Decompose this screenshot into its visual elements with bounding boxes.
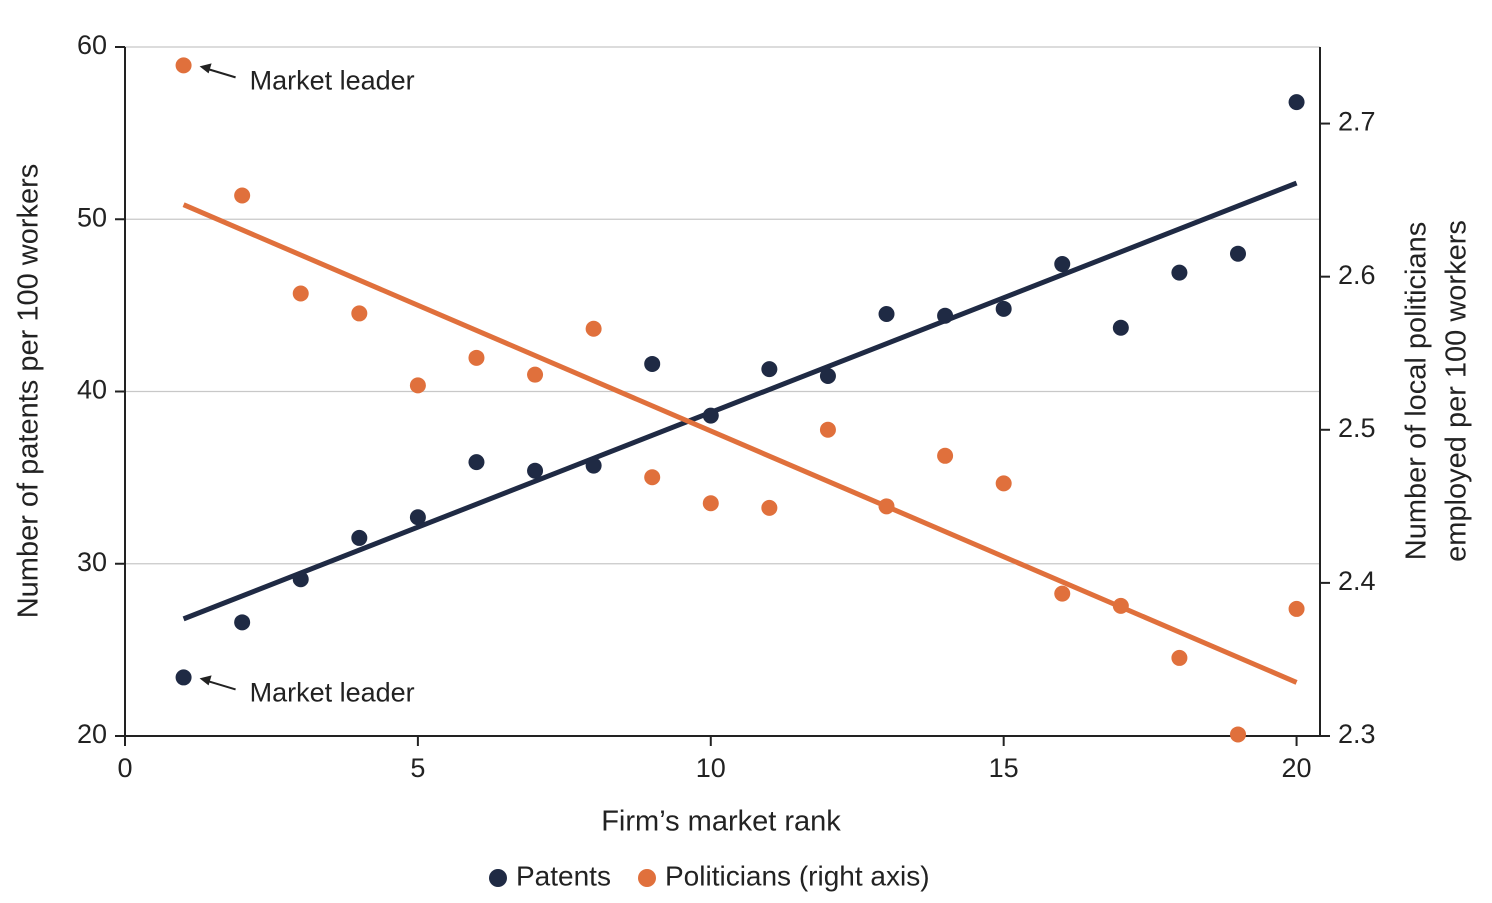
data-point [527,462,544,479]
x-tick-label: 0 [117,753,132,783]
data-point [1112,319,1129,336]
data-point [234,187,251,204]
legend-label: Patents [516,860,611,891]
x-axis-label: Firm’s market rank [601,806,841,838]
x-tick-label: 5 [410,753,425,783]
data-point [409,509,426,526]
y-axis-label: Number of patents per 100 workers [13,164,45,619]
data-point [1171,649,1188,666]
annotation: Market leader [250,678,415,708]
data-point [1171,264,1188,281]
data-point [409,377,426,394]
data-point [995,300,1012,317]
data-point [937,447,954,464]
data-point [351,529,368,546]
data-point [585,320,602,337]
legend-marker [638,869,656,887]
data-point [937,307,954,324]
y2-tick-label: 2.7 [1338,107,1376,137]
x-tick-label: 20 [1282,753,1312,783]
data-point [644,469,661,486]
trend-line [182,202,1298,685]
y-tick-label: 30 [77,547,107,577]
data-point [1229,245,1246,262]
data-point [1054,585,1071,602]
y2-tick-label: 2.5 [1338,413,1376,443]
data-point [761,361,778,378]
y2-axis-label: Number of local politicians [1401,222,1433,560]
y-tick-label: 60 [77,30,107,60]
annotation: Market leader [250,65,415,95]
data-point [175,669,192,686]
x-tick-label: 10 [696,753,726,783]
data-point [702,495,719,512]
data-point [1229,726,1246,743]
data-point [819,421,836,438]
data-point [819,367,836,384]
annotation-arrowhead [199,63,212,74]
x-tick-label: 15 [989,753,1019,783]
data-point [468,349,485,366]
y-tick-label: 20 [77,719,107,749]
data-point [351,305,368,322]
data-point [995,475,1012,492]
data-point [585,457,602,474]
data-point [1288,94,1305,111]
data-point [1054,256,1071,273]
data-point [702,407,719,424]
trend-line [182,180,1298,622]
y2-tick-label: 2.3 [1338,719,1376,749]
data-point [878,305,895,322]
data-point [527,366,544,383]
data-point [468,454,485,471]
y2-tick-label: 2.4 [1338,566,1376,596]
annotation-arrowhead [199,675,212,686]
data-point [292,285,309,302]
data-point [1112,597,1129,614]
data-point [175,57,192,74]
data-point [234,614,251,631]
data-point [761,499,778,516]
y-tick-label: 50 [77,202,107,232]
annotation-arrow [205,679,236,691]
data-point [878,498,895,515]
data-point [292,571,309,588]
y-tick-label: 40 [77,375,107,405]
data-point [1288,600,1305,617]
annotation-arrow [205,67,236,79]
y2-tick-label: 2.6 [1338,260,1376,290]
data-point [644,355,661,372]
y2-axis-label: employed per 100 workers [1441,220,1473,562]
legend-label: Politicians (right axis) [665,860,930,891]
legend-marker [489,869,507,887]
